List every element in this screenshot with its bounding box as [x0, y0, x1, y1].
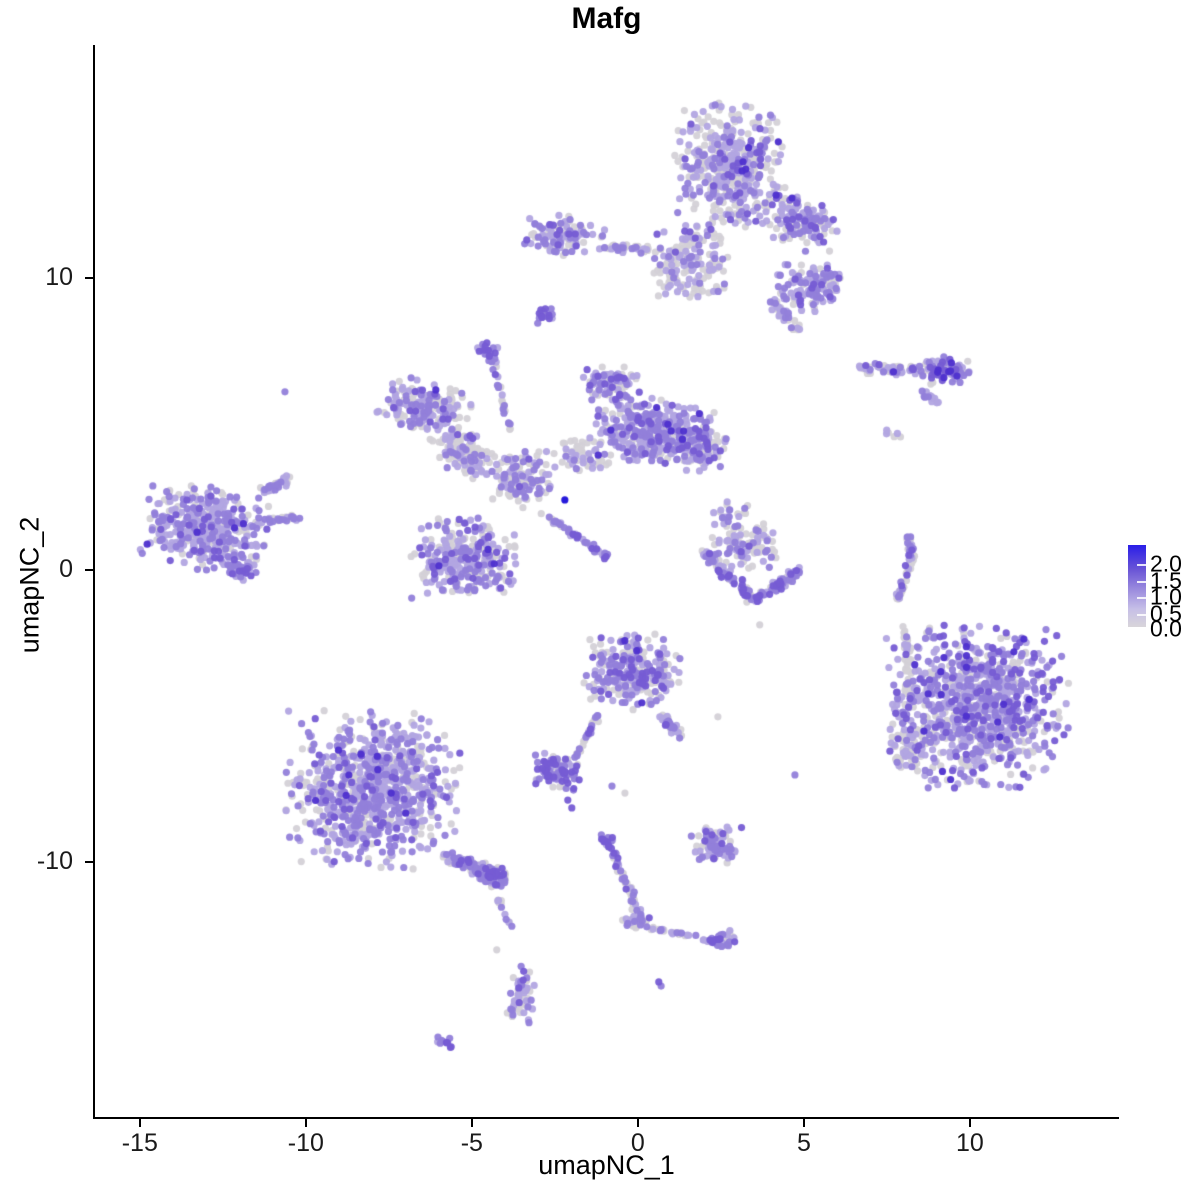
y-tick-mark — [85, 860, 93, 863]
y-tick-label: 0 — [59, 554, 73, 583]
legend-label: 0.5 — [1150, 600, 1182, 626]
y-tick-mark — [85, 276, 93, 279]
legend-labels: 2.0 1.5 1.0 0.5 0.0 — [1150, 540, 1200, 650]
x-tick-mark — [470, 1119, 473, 1127]
legend-label: 2.0 — [1150, 550, 1182, 577]
y-axis-title: umapNC_2 — [14, 516, 45, 654]
x-tick-label: 5 — [796, 1129, 811, 1157]
legend-tick-mark — [1137, 613, 1146, 616]
legend-gradient-bar — [1128, 545, 1146, 627]
x-tick-mark — [304, 1119, 307, 1127]
legend-tick-mark — [1137, 564, 1146, 566]
x-tick-mark — [138, 1119, 141, 1127]
x-tick-label: -10 — [287, 1129, 324, 1157]
x-tick-label: -15 — [121, 1129, 158, 1157]
x-tick-mark — [968, 1119, 971, 1127]
legend-tick-mark — [1137, 580, 1146, 583]
y-tick-mark — [85, 568, 93, 571]
legend-label: 1.5 — [1150, 567, 1182, 593]
x-tick-label: 0 — [630, 1129, 645, 1157]
x-tick-label: -5 — [460, 1129, 483, 1157]
x-tick-mark — [636, 1119, 639, 1127]
x-axis-line — [93, 1117, 1119, 1119]
color-legend: 2.0 1.5 1.0 0.5 0.0 — [1126, 540, 1200, 650]
x-tick-label: 10 — [956, 1129, 984, 1157]
y-tick-label: -10 — [36, 846, 73, 875]
x-axis-title: umapNC_1 — [538, 1150, 675, 1180]
legend-tick-mark — [1137, 597, 1146, 599]
y-tick-label: 10 — [45, 262, 73, 291]
plot-title: Mafg — [571, 2, 642, 35]
legend-label: 1.0 — [1150, 583, 1182, 610]
y-axis-line — [93, 45, 95, 1119]
legend-label: 0.0 — [1150, 615, 1182, 642]
x-tick-mark — [802, 1119, 805, 1127]
